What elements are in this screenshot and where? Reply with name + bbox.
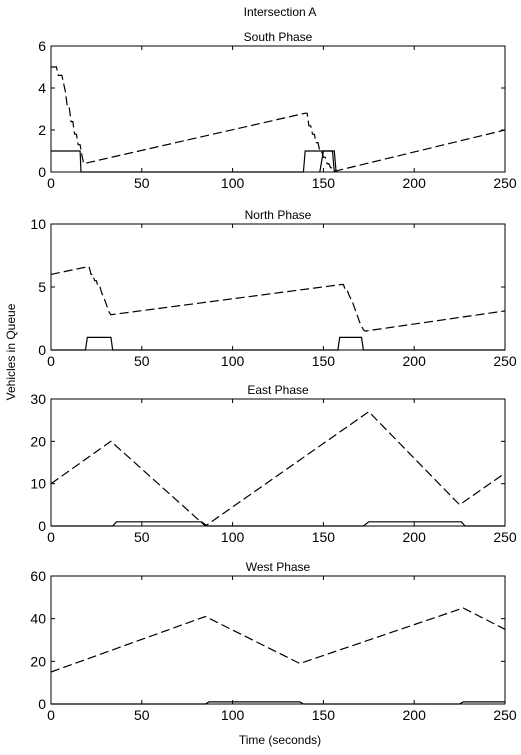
- north-phase-x-tick-label: 200: [403, 353, 427, 369]
- west-phase-axes-box: [50, 575, 506, 705]
- west-phase-panel: West Phase 0 50 100 150 200 250 0 20 40 60: [30, 560, 516, 723]
- west-phase-x-tick-label: 150: [312, 707, 336, 723]
- west-phase-y-tick-label: 60: [30, 568, 46, 584]
- east-phase-x-tick-label: 250: [493, 529, 517, 545]
- north-phase-y-tick-label: 5: [38, 279, 46, 295]
- north-phase-axes-box: [50, 223, 506, 351]
- north-phase-x-tick-label: 100: [221, 353, 245, 369]
- west-phase-series-queue-line-0: [50, 607, 506, 673]
- east-phase-x-tick-label: 50: [134, 529, 150, 545]
- west-phase-y-tick-label: 20: [30, 653, 46, 669]
- south-phase-y-tick-label: 0: [38, 164, 46, 180]
- y-axis-label: Vehicles in Queue: [4, 303, 18, 400]
- south-phase-x-tick-label: 0: [47, 175, 55, 191]
- north-phase-y-tick-label: 10: [30, 216, 46, 232]
- east-phase-y-tick-label: 0: [38, 518, 46, 534]
- north-phase-series-queue-line-0: [50, 266, 506, 332]
- east-phase-panel: East Phase 0 50 100 150 200 250 0 10 20 30: [30, 383, 516, 545]
- south-phase-y-tick-label: 4: [38, 80, 46, 96]
- east-phase-series-signal-line-1: [51, 521, 505, 527]
- east-phase-y-tick-label: 20: [30, 433, 46, 449]
- north-phase-x-tick-label: 150: [312, 353, 336, 369]
- north-phase-panel: North Phase 0 50 100 150 200 250 0 5 10: [30, 208, 516, 369]
- south-phase-panel: South Phase 0 50 100 150 200 250 0 2 4 6: [38, 30, 517, 191]
- east-phase-y-tick-label: 30: [30, 391, 46, 407]
- east-phase-axes-box: [50, 398, 506, 527]
- south-phase-x-tick-label: 150: [312, 175, 336, 191]
- north-phase-series-signal-line-1: [51, 336, 505, 351]
- south-phase-title: South Phase: [244, 30, 313, 44]
- south-phase-axes-box: [50, 45, 506, 173]
- south-phase-x-tick-label: 50: [134, 175, 150, 191]
- west-phase-y-tick-label: 40: [30, 611, 46, 627]
- north-phase-x-tick-label: 250: [493, 353, 517, 369]
- east-phase-x-tick-label: 100: [221, 529, 245, 545]
- figure-title: Intersection A: [244, 5, 317, 19]
- x-axis-label: Time (seconds): [239, 733, 321, 747]
- east-phase-x-tick-label: 0: [47, 529, 55, 545]
- south-phase-y-tick-label: 2: [38, 122, 46, 138]
- east-phase-title: East Phase: [247, 383, 309, 397]
- south-phase-y-tick-label: 6: [38, 38, 46, 54]
- north-phase-y-tick-label: 0: [38, 342, 46, 358]
- west-phase-title: West Phase: [246, 560, 311, 574]
- east-phase-x-tick-label: 200: [403, 529, 427, 545]
- north-phase-x-tick-label: 0: [47, 353, 55, 369]
- north-phase-x-tick-label: 50: [134, 353, 150, 369]
- east-phase-x-tick-label: 150: [312, 529, 336, 545]
- east-phase-series-queue-line-0: [50, 410, 506, 527]
- south-phase-x-tick-label: 100: [221, 175, 245, 191]
- west-phase-x-tick-label: 50: [134, 707, 150, 723]
- west-phase-x-tick-label: 250: [493, 707, 517, 723]
- west-phase-series-signal-line-1: [51, 701, 505, 705]
- west-phase-x-tick-label: 0: [47, 707, 55, 723]
- north-phase-title: North Phase: [245, 208, 312, 222]
- west-phase-x-tick-label: 200: [403, 707, 427, 723]
- south-phase-x-tick-label: 200: [403, 175, 427, 191]
- south-phase-series-queue-line-0: [51, 66, 506, 172]
- south-phase-series-signal-line-2: [319, 150, 337, 173]
- east-phase-y-tick-label: 10: [30, 476, 46, 492]
- west-phase-y-tick-label: 0: [38, 696, 46, 712]
- south-phase-x-tick-label: 250: [493, 175, 517, 191]
- west-phase-x-tick-label: 100: [221, 707, 245, 723]
